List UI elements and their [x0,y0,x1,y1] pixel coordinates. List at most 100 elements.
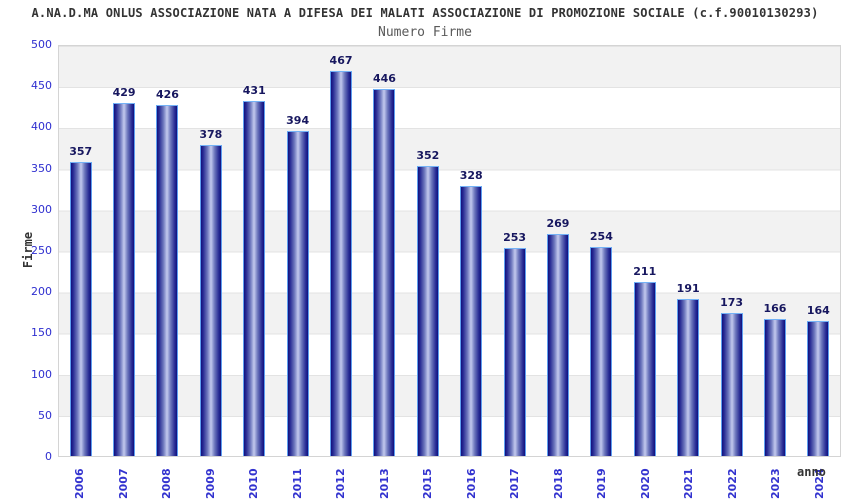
x-tick-slot: 2006 [58,461,102,499]
value-label: 467 [329,54,353,68]
x-tick-slot: 2022 [711,461,755,499]
x-tick-slot: 2018 [537,461,581,499]
bar-2022[interactable] [720,313,743,456]
bar-slot: 352 [406,46,449,456]
bar-2015[interactable] [416,165,439,456]
bar-2018[interactable] [546,234,569,456]
bar-2020[interactable] [633,282,656,456]
bar-slot: 426 [146,46,189,456]
x-tick-label: 2015 [421,468,435,499]
y-tick-label: 200 [31,285,52,299]
bar-slot: 269 [536,46,579,456]
y-tick-label: 450 [31,79,52,93]
bar-slot: 191 [666,46,709,456]
x-tick-label: 2018 [551,468,565,499]
x-tick-label: 2013 [377,468,391,499]
bar-2024[interactable] [807,320,830,456]
bar-slot: 378 [189,46,232,456]
x-tick-slot: 2017 [493,461,537,499]
x-tick-label: 2017 [508,468,522,499]
bar-slot: 446 [363,46,406,456]
value-label: 357 [69,144,93,158]
value-label: 352 [416,148,440,162]
bar-slot: 328 [450,46,493,456]
bar-2021[interactable] [677,298,700,456]
x-tick-slot: 2010 [232,461,276,499]
chart-subtitle: Numero Firme [378,25,472,40]
value-label: 429 [112,85,136,99]
bar-2011[interactable] [286,131,309,456]
value-label: 173 [720,296,744,310]
bar-2010[interactable] [243,100,266,456]
x-tick-label: 2019 [595,468,609,499]
x-tick-slot: 2020 [624,461,668,499]
x-tick-label: 2006 [73,468,87,499]
x-tick-label: 2021 [682,468,696,499]
y-tick-label: 50 [38,408,52,422]
bar-2012[interactable] [330,71,353,456]
value-label: 211 [633,265,657,279]
x-tick-slot: 2019 [580,461,624,499]
value-label: 164 [806,303,830,317]
y-tick-label: 300 [31,202,52,216]
x-axis: 2006 2007 2008 2009 2010 2011 2012 2013 2015 2016… [58,461,841,499]
value-label: 191 [676,281,700,295]
value-label: 269 [546,217,570,231]
y-tick-label: 350 [31,161,52,175]
bar-slot: 164 [797,46,840,456]
bar-slot: 467 [319,46,362,456]
x-tick-label: 2022 [725,468,739,499]
x-tick-slot: 2008 [145,461,189,499]
bar-slot: 254 [580,46,623,456]
x-tick-label: 2008 [160,468,174,499]
bar-2008[interactable] [156,104,179,456]
x-tick-slot: 2012 [319,461,363,499]
value-label: 431 [242,83,266,97]
value-label: 253 [503,230,527,244]
bars-row: 357 429 426 378 431 394 467 446 352 328 253 269 254 2… [59,46,840,456]
bar-slot: 211 [623,46,666,456]
value-label: 328 [459,168,483,182]
plot-area: 357 429 426 378 431 394 467 446 352 328 253 269 254 2… [58,45,841,457]
bar-slot: 357 [59,46,102,456]
x-tick-label: 2009 [203,468,217,499]
y-tick-label: 150 [31,326,52,340]
value-label: 394 [286,114,310,128]
bar-2023[interactable] [763,319,786,456]
bar-2006[interactable] [69,161,92,456]
bar-slot: 173 [710,46,753,456]
x-tick-slot: 2016 [450,461,494,499]
chart-title: A.NA.D.MA ONLUS ASSOCIAZIONE NATA A DIFE… [31,6,819,20]
bar-2007[interactable] [113,102,136,456]
bar-2009[interactable] [199,144,222,456]
bar-slot: 429 [102,46,145,456]
bar-slot: 166 [753,46,796,456]
y-tick-label: 400 [31,120,52,134]
x-tick-label: 2012 [334,468,348,499]
y-axis: 500 450 400 350 300 250 200 150 100 50 0 [0,0,52,500]
value-label: 426 [155,87,179,101]
x-tick-slot: 2007 [102,461,146,499]
x-tick-slot: 2013 [363,461,407,499]
y-tick-label: 250 [31,244,52,257]
bar-2013[interactable] [373,88,396,456]
y-tick-label: 500 [31,38,52,51]
x-tick-slot: 2011 [276,461,320,499]
bar-2017[interactable] [503,247,526,456]
x-tick-label: 2010 [247,468,261,499]
x-tick-label: 2023 [769,468,783,499]
bar-2016[interactable] [460,185,483,456]
y-tick-label: 100 [31,367,52,381]
value-label: 378 [199,127,223,141]
x-tick-slot: 2009 [189,461,233,499]
y-tick-label: 0 [45,450,52,463]
y-axis-title: Firme [21,231,35,269]
bar-2019[interactable] [590,246,613,456]
x-axis-title: anno [797,465,826,479]
x-tick-label: 2011 [290,468,304,499]
x-tick-slot: 2021 [667,461,711,499]
x-tick-label: 2007 [116,468,130,499]
x-tick-slot: 2023 [754,461,798,499]
value-label: 254 [589,229,613,243]
